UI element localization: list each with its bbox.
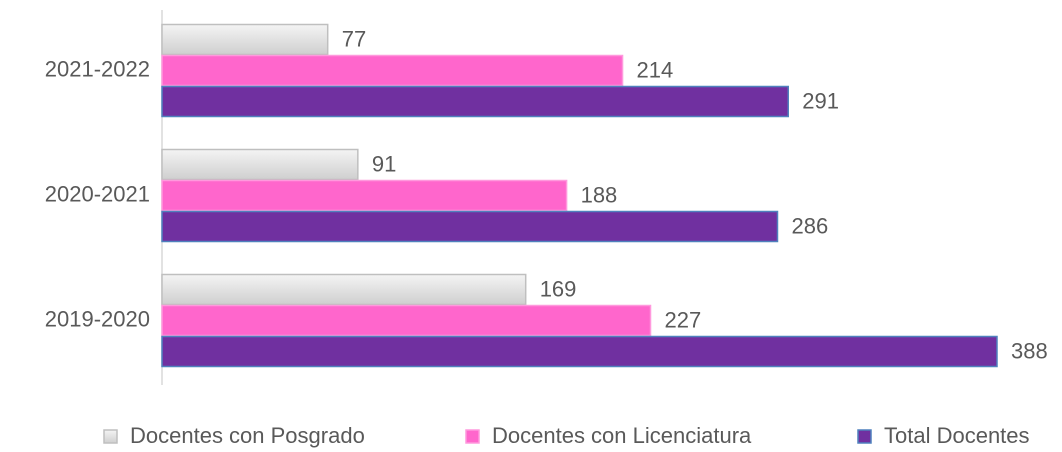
value-label: 188 — [581, 182, 618, 207]
bar — [161, 85, 789, 118]
legend-swatch — [103, 429, 118, 444]
y-tick-label: 2021-2022 — [45, 56, 150, 81]
legend-label: Total Docentes — [884, 423, 1030, 448]
value-label: 169 — [540, 276, 577, 301]
bar — [161, 148, 359, 181]
legend-label: Docentes con Licenciatura — [492, 423, 752, 448]
y-tick-label: 2020-2021 — [45, 181, 150, 206]
bar — [161, 23, 329, 56]
value-label: 91 — [372, 151, 396, 176]
bar — [161, 273, 527, 306]
bar — [161, 335, 998, 368]
bar — [161, 304, 652, 337]
value-label: 227 — [665, 307, 702, 332]
value-label: 77 — [342, 26, 366, 51]
value-label: 388 — [1011, 338, 1048, 363]
bar — [161, 54, 624, 87]
legend-swatch — [857, 429, 872, 444]
legend-label: Docentes con Posgrado — [130, 423, 365, 448]
value-label: 214 — [637, 57, 674, 82]
value-label: 286 — [791, 213, 828, 238]
bar — [161, 179, 568, 212]
bar — [161, 210, 779, 243]
y-tick-label: 2019-2020 — [45, 306, 150, 331]
legend-swatch — [465, 429, 480, 444]
value-label: 291 — [802, 88, 839, 113]
